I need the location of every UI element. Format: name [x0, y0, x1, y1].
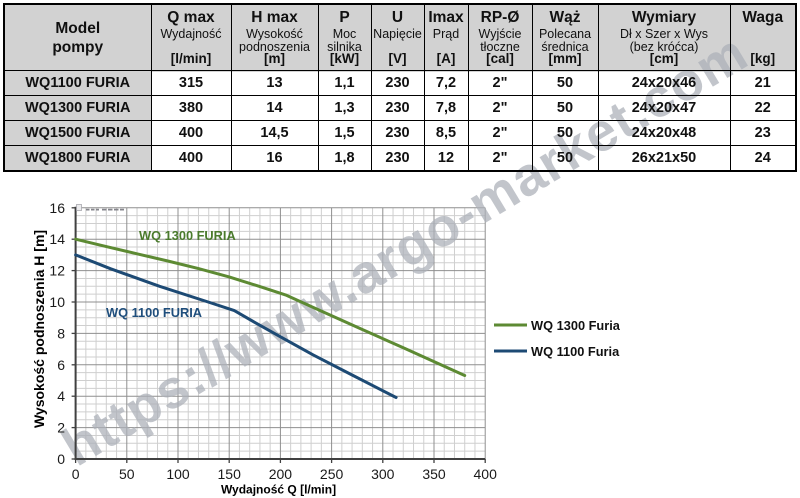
svg-text:10: 10: [49, 294, 65, 310]
svg-text:2: 2: [57, 420, 65, 436]
svg-text:150: 150: [218, 466, 242, 482]
svg-text:WQ 1300 Furia: WQ 1300 Furia: [531, 318, 621, 333]
svg-text:8: 8: [57, 325, 65, 341]
svg-text:100: 100: [166, 466, 190, 482]
svg-text:250: 250: [320, 466, 344, 482]
svg-text:12: 12: [49, 263, 65, 279]
svg-text:0: 0: [57, 451, 65, 467]
svg-text:WQ 1100 Furia: WQ 1100 Furia: [531, 344, 620, 359]
svg-text:14: 14: [49, 231, 65, 247]
svg-text:50: 50: [119, 466, 135, 482]
svg-text:WQ 1100 FURIA: WQ 1100 FURIA: [106, 305, 202, 320]
svg-text:300: 300: [371, 466, 395, 482]
svg-text:0: 0: [72, 466, 80, 482]
svg-text:200: 200: [269, 466, 293, 482]
svg-text:6: 6: [57, 357, 65, 373]
svg-text:Wysokość podnoszenia H [m]: Wysokość podnoszenia H [m]: [31, 230, 47, 428]
svg-text:WQ 1300 FURIA: WQ 1300 FURIA: [139, 228, 236, 243]
svg-text:Wydajność Q [l/min]: Wydajność Q [l/min]: [221, 483, 336, 497]
svg-text:350: 350: [422, 466, 446, 482]
svg-text:400: 400: [474, 466, 498, 482]
svg-text:16: 16: [49, 200, 65, 216]
svg-text:4: 4: [57, 388, 65, 404]
